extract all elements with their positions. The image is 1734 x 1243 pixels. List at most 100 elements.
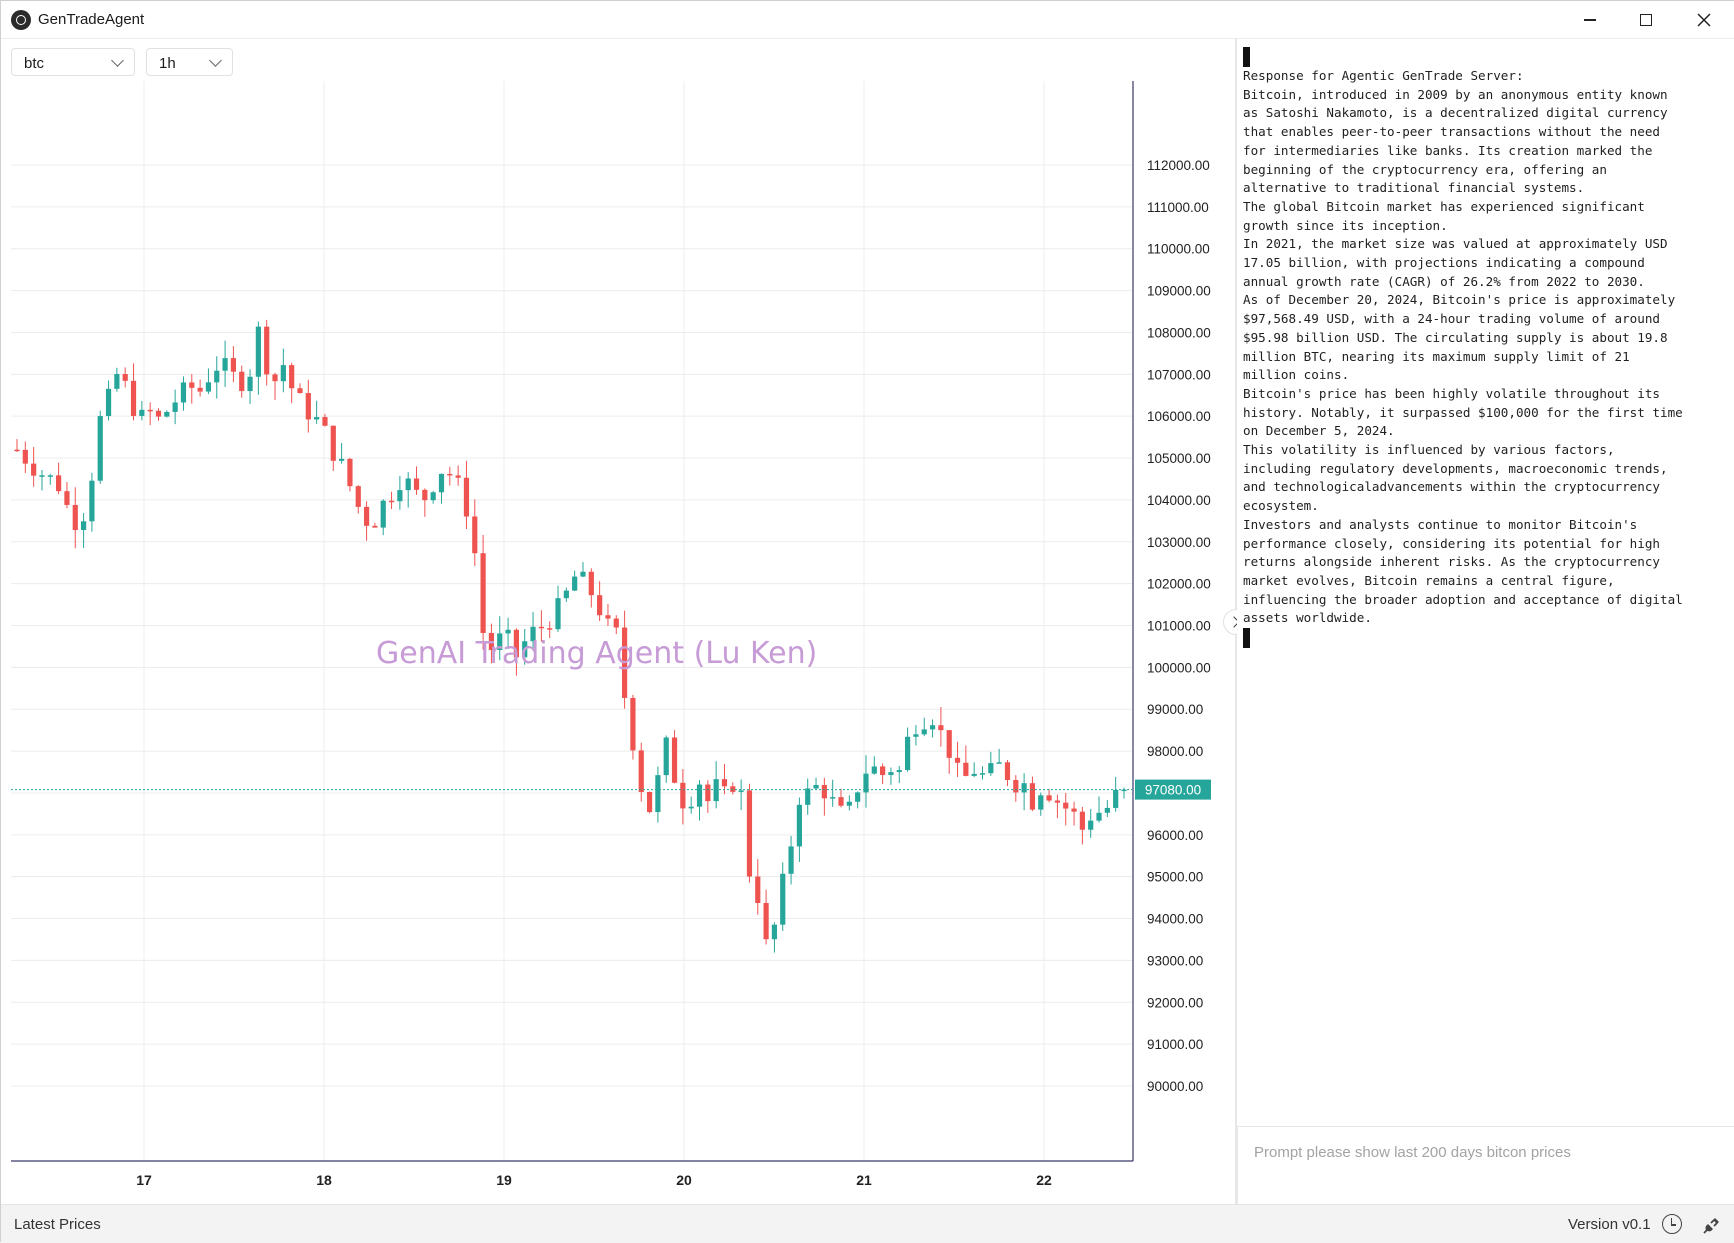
- candle-body: [505, 629, 511, 634]
- candle-body: [738, 790, 744, 792]
- candle-body: [522, 641, 528, 658]
- candle-body: [455, 475, 461, 478]
- candle-body: [996, 762, 1002, 764]
- candle-body: [155, 410, 162, 417]
- candle-body: [355, 486, 361, 507]
- text-caret: [1243, 47, 1250, 67]
- candle-body: [330, 425, 336, 461]
- x-tick-label: 17: [136, 1172, 152, 1188]
- candle-body: [1104, 807, 1110, 813]
- candle-body: [222, 358, 228, 371]
- candle-body: [763, 902, 769, 940]
- candle-body: [988, 763, 994, 774]
- plug-icon[interactable]: [1701, 1214, 1723, 1236]
- candle-body: [80, 521, 87, 531]
- y-tick-label: 108000.00: [1147, 325, 1211, 340]
- candle-body: [230, 358, 237, 372]
- interval-select[interactable]: 1h: [146, 48, 233, 76]
- y-tick-label: 91000.00: [1147, 1037, 1203, 1052]
- candle-body: [1071, 808, 1077, 812]
- maximize-button[interactable]: [1617, 1, 1675, 39]
- symbol-select[interactable]: btc: [11, 48, 135, 76]
- gentradeagent-logo-icon: [11, 10, 31, 30]
- candle-body: [555, 598, 561, 630]
- candle-body: [638, 750, 644, 793]
- candle-body: [871, 766, 877, 774]
- candle-body: [880, 766, 886, 776]
- candle-body: [205, 382, 212, 392]
- prompt-area[interactable]: [1237, 1126, 1734, 1204]
- candle-body: [31, 463, 37, 476]
- status-latest-prices[interactable]: Latest Prices: [14, 1216, 101, 1233]
- candle-body: [480, 553, 486, 633]
- candle-body: [122, 373, 128, 381]
- candle-body: [705, 784, 711, 802]
- candle-body: [1013, 779, 1019, 793]
- candle-body: [938, 725, 944, 731]
- candle-body: [846, 801, 852, 806]
- title-bar: GenTradeAgent: [1, 1, 1734, 39]
- candle-body: [1113, 789, 1119, 808]
- candle-body: [497, 633, 503, 650]
- candle-body: [214, 370, 220, 383]
- y-tick-label: 106000.00: [1147, 409, 1211, 424]
- candle-body: [888, 772, 894, 776]
- candle-body: [538, 626, 544, 629]
- candle-body: [904, 736, 911, 771]
- candle-body: [180, 382, 187, 403]
- candle-body: [172, 402, 178, 412]
- candle-body: [746, 790, 753, 877]
- close-button[interactable]: [1675, 1, 1733, 39]
- candle-body: [855, 792, 861, 802]
- candle-body: [979, 773, 986, 775]
- candle-body: [56, 475, 62, 492]
- candle-body: [655, 775, 661, 813]
- candle-body: [971, 773, 977, 776]
- candle-body: [22, 449, 28, 464]
- x-tick-label: 22: [1036, 1172, 1052, 1188]
- y-tick-label: 105000.00: [1147, 451, 1211, 466]
- close-icon: [1697, 13, 1711, 27]
- candle-body: [921, 729, 927, 735]
- x-tick-label: 19: [496, 1172, 512, 1188]
- candle-body: [488, 632, 495, 650]
- x-tick-label: 20: [676, 1172, 692, 1188]
- candle-body: [397, 490, 403, 502]
- status-bar: Latest Prices Version v0.1: [1, 1204, 1734, 1243]
- chart-panel: btc 1h 112000.00 111000.00 110000.00 109000…: [1, 39, 1235, 1204]
- candle-body: [105, 388, 112, 417]
- candle-body: [1121, 789, 1127, 792]
- candle-body: [946, 730, 952, 758]
- candle-body: [380, 500, 386, 528]
- candle-body: [1096, 812, 1102, 821]
- candle-body: [696, 784, 703, 807]
- candle-body: [821, 784, 827, 799]
- candle-body: [305, 393, 311, 420]
- current-price-badge: [1135, 779, 1211, 800]
- y-tick-label: 110000.00: [1147, 242, 1210, 257]
- maximize-icon: [1640, 14, 1652, 26]
- candle-body: [272, 374, 278, 382]
- candle-body: [780, 873, 786, 925]
- minimize-button[interactable]: [1561, 1, 1619, 39]
- candle-body: [422, 489, 428, 501]
- y-tick-label: 98000.00: [1147, 744, 1203, 759]
- clock-icon[interactable]: [1662, 1214, 1682, 1234]
- candlestick-chart[interactable]: 112000.00 111000.00 110000.00 109000.00 1080…: [11, 81, 1235, 1204]
- response-text: Response for Agentic GenTrade Server: Bi…: [1243, 47, 1727, 1122]
- y-tick-label: 94000.00: [1147, 912, 1203, 927]
- candle-body: [72, 504, 78, 531]
- price-chart[interactable]: 112000.00 111000.00 110000.00 109000.00 1080…: [11, 81, 1235, 1204]
- prompt-input[interactable]: [1254, 1144, 1714, 1161]
- candle-body: [563, 590, 569, 599]
- candle-body: [114, 373, 120, 389]
- candle-body: [680, 782, 686, 809]
- candle-body: [713, 779, 719, 802]
- candle-body: [247, 376, 253, 392]
- app-title: GenTradeAgent: [38, 11, 145, 28]
- candle-body: [588, 571, 594, 596]
- candle-body: [130, 380, 137, 416]
- candle-body: [239, 371, 245, 392]
- candle-body: [1004, 762, 1011, 780]
- candle-body: [630, 697, 636, 751]
